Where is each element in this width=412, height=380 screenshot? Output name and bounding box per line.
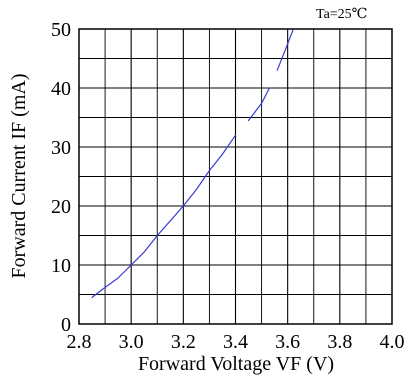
x-tick-label: 3.0: [119, 331, 144, 353]
grid-major-lines: [79, 29, 392, 324]
series-line-segment: [208, 134, 237, 172]
y-tick-label: 40: [51, 78, 71, 100]
y-tick-labels: 0 10 20 30 40 50: [51, 19, 71, 336]
y-tick-label: 0: [61, 314, 71, 336]
x-tick-label: 3.4: [223, 331, 248, 353]
series-layer: [91, 29, 294, 298]
series-line-segment: [91, 170, 210, 298]
x-tick-label: 3.8: [327, 331, 352, 353]
y-axis-label: Forward Current IF (mA): [8, 74, 30, 279]
series-line-segment: [247, 87, 270, 122]
temperature-annotation: Ta=25℃: [316, 7, 367, 22]
x-tick-label: 3.6: [275, 331, 300, 353]
y-tick-label: 30: [51, 137, 71, 159]
y-tick-label: 10: [51, 255, 71, 277]
x-axis-label: Forward Voltage VF (V): [138, 353, 334, 375]
series-line-segment: [276, 29, 294, 71]
y-tick-label: 50: [51, 19, 71, 41]
x-tick-label: 4.0: [380, 331, 405, 353]
plot-frame: [78, 28, 393, 325]
x-tick-label: 2.8: [67, 331, 92, 353]
x-tick-label: 3.2: [171, 331, 196, 353]
x-tick-labels: 2.8 3.0 3.2 3.4 3.6 3.8 4.0: [67, 331, 405, 353]
y-tick-label: 20: [51, 196, 71, 218]
